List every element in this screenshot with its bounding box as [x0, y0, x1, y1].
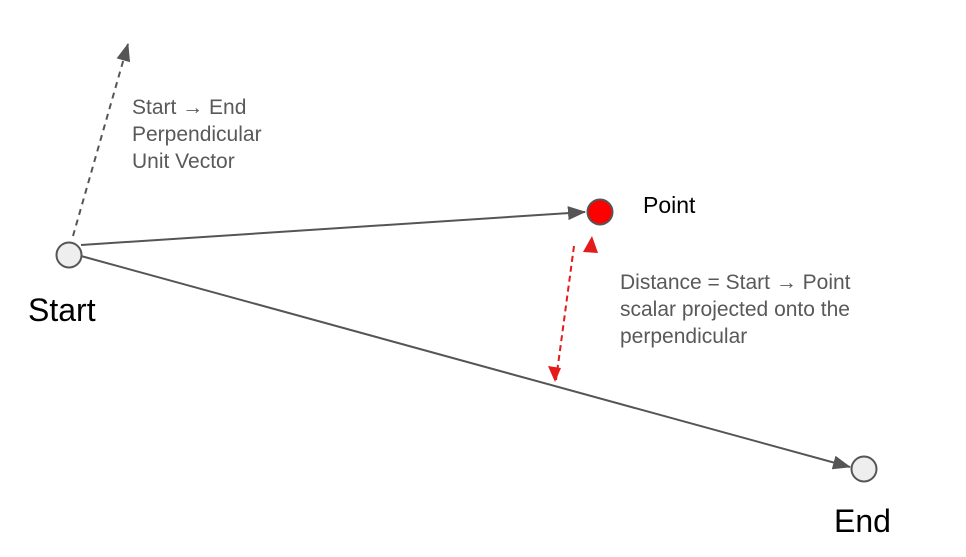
perpendicular-note: Start → End Perpendicular Unit Vector [132, 94, 262, 175]
start-label: Start [28, 292, 96, 328]
perpendicular-note-line: Start → End [132, 96, 247, 119]
distance-arrow-head-bottom [548, 366, 561, 382]
point-label: Point [643, 192, 696, 218]
start-to-point-arrow [80, 206, 586, 246]
point-node [586, 198, 614, 226]
end-node [850, 455, 878, 483]
perpendicular-note-line: Perpendicular [132, 123, 262, 146]
distance-note-line: perpendicular [620, 325, 748, 348]
start-to-end-arrow [80, 255, 851, 470]
distance-arrow-head-top [583, 236, 598, 253]
end-label: End [834, 503, 891, 539]
perpendicular-unit-vector-arrow [72, 43, 131, 237]
perpendicular-note-line: Unit Vector [132, 150, 235, 173]
distance-note-line: scalar projected onto the [620, 298, 850, 321]
distance-note-line: Distance = Start → Point [620, 271, 851, 294]
distance-note: Distance = Start → Point scalar projecte… [620, 269, 851, 350]
start-node [55, 241, 83, 269]
distance-arrow [555, 245, 575, 381]
